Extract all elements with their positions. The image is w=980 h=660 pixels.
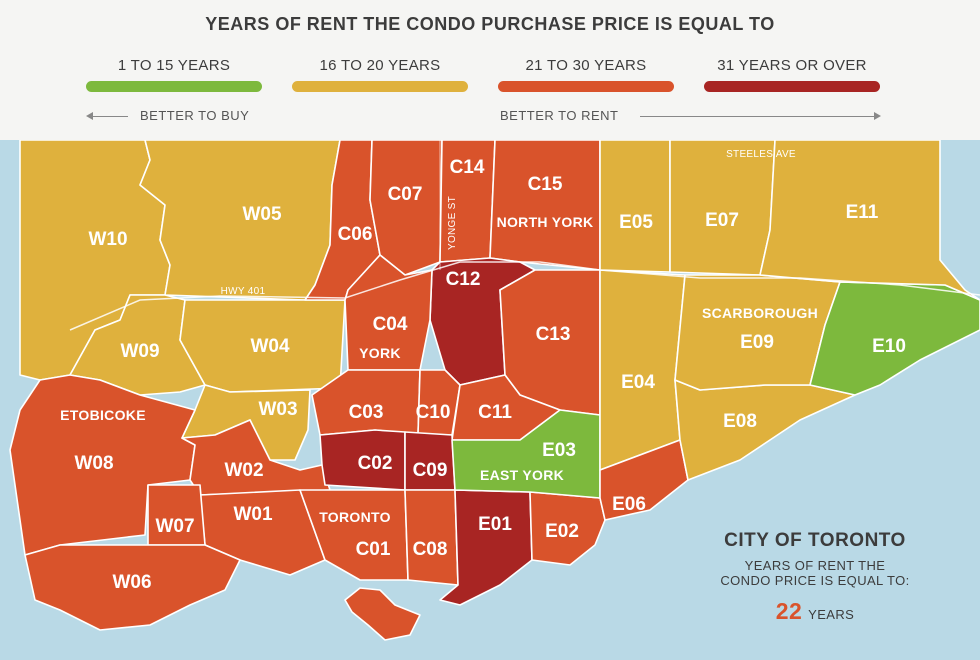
district-label: C12 — [446, 269, 481, 290]
district-label: C06 — [338, 224, 373, 245]
district-label: W04 — [250, 336, 290, 357]
area-label-east-york: EAST YORK — [480, 467, 564, 483]
district-label: C01 — [356, 539, 391, 560]
district-label: W10 — [88, 229, 127, 250]
district-label: W02 — [224, 460, 263, 481]
district-label: C14 — [450, 157, 485, 178]
district-label: E10 — [872, 336, 906, 357]
district-label: E01 — [478, 514, 512, 535]
legend-swatch-orange — [498, 81, 674, 92]
summary-value-row: 22 YEARS — [700, 598, 930, 625]
summary-unit: YEARS — [808, 607, 855, 622]
district-label: C13 — [536, 324, 571, 345]
district-label: E09 — [740, 332, 774, 353]
district-label: W01 — [233, 504, 273, 525]
better-to-rent-label: BETTER TO RENT — [500, 108, 619, 123]
district-label: W07 — [155, 516, 194, 537]
arrow-right-icon — [874, 112, 881, 120]
area-label-scarborough: SCARBOROUGH — [702, 305, 818, 321]
legend-swatch-red — [704, 81, 880, 92]
road-label-steeles-ave: STEELES AVE — [726, 149, 796, 160]
legend-label: 31 YEARS OR OVER — [717, 57, 867, 74]
district-E07[interactable] — [669, 139, 776, 276]
legend-label: 16 TO 20 YEARS — [319, 57, 441, 74]
district-label: C07 — [388, 184, 423, 205]
district-label: W03 — [258, 399, 297, 420]
district-label: W05 — [242, 204, 282, 225]
district-C01[interactable] — [299, 489, 409, 581]
district-W05[interactable] — [139, 139, 341, 301]
summary-subtitle: YEARS OF RENT THE CONDO PRICE IS EQUAL T… — [700, 558, 930, 588]
area-label-north-york: NORTH YORK — [497, 214, 594, 230]
legend-item-21-to-30: 21 TO 30 YEARS — [498, 56, 674, 92]
summary-title: CITY OF TORONTO — [724, 530, 906, 551]
district-label: W09 — [120, 341, 159, 362]
summary-subtitle-line2: CONDO PRICE IS EQUAL TO: — [720, 573, 910, 588]
district-label: E04 — [621, 372, 655, 393]
district-label: W08 — [74, 453, 113, 474]
district-C08[interactable] — [404, 489, 459, 586]
arrow-left-icon — [86, 112, 93, 120]
district-label: C02 — [358, 453, 393, 474]
district-label: W06 — [112, 572, 151, 593]
legend-item-16-to-20: 16 TO 20 YEARS — [292, 56, 468, 92]
legend-item-31-plus: 31 YEARS OR OVER — [704, 56, 880, 92]
district-label: C03 — [349, 402, 384, 423]
legend-label: 21 TO 30 YEARS — [525, 57, 647, 74]
district-label: C10 — [416, 402, 451, 423]
summary-subtitle-line1: YEARS OF RENT THE — [744, 558, 886, 573]
legend-label: 1 TO 15 YEARS — [117, 57, 231, 74]
legend-swatch-green — [86, 81, 262, 92]
district-label: C11 — [478, 402, 512, 423]
arrow-line-right — [640, 116, 874, 117]
district-label: C08 — [413, 539, 448, 560]
district-E05[interactable] — [599, 139, 671, 273]
district-label: E07 — [705, 210, 739, 231]
district-label: C15 — [528, 174, 563, 195]
legend-header: YEARS OF RENT THE CONDO PURCHASE PRICE I… — [0, 0, 980, 140]
area-label-york: YORK — [359, 345, 401, 361]
legend-item-1-to-15: 1 TO 15 YEARS — [86, 56, 262, 92]
better-to-buy-label: BETTER TO BUY — [140, 108, 250, 123]
district-label: E05 — [619, 212, 653, 233]
district-W06[interactable] — [24, 544, 241, 631]
road-label-yonge-st: YONGE ST — [447, 196, 458, 250]
area-label-etobicoke: ETOBICOKE — [60, 407, 146, 423]
district-label: C09 — [413, 460, 448, 481]
city-summary: CITY OF TORONTO YEARS OF RENT THE CONDO … — [700, 530, 930, 625]
legend-swatch-yellow — [292, 81, 468, 92]
district-label: E03 — [542, 440, 576, 461]
district-label: E02 — [545, 521, 579, 542]
summary-value: 22 — [775, 598, 803, 624]
page-title: YEARS OF RENT THE CONDO PURCHASE PRICE I… — [205, 14, 775, 34]
district-C15[interactable] — [489, 139, 601, 271]
hwy-401-line — [69, 261, 980, 331]
road-label-hwy-401: HWY 401 — [221, 286, 266, 297]
district-label: E08 — [723, 411, 757, 432]
arrow-line-left — [92, 116, 128, 117]
district-label: E06 — [612, 494, 646, 515]
district-toronto-island[interactable] — [344, 587, 421, 641]
district-label: E11 — [846, 202, 879, 223]
area-label-toronto: TORONTO — [319, 509, 391, 525]
district-label: C04 — [373, 314, 408, 335]
district-E04[interactable] — [599, 269, 686, 471]
